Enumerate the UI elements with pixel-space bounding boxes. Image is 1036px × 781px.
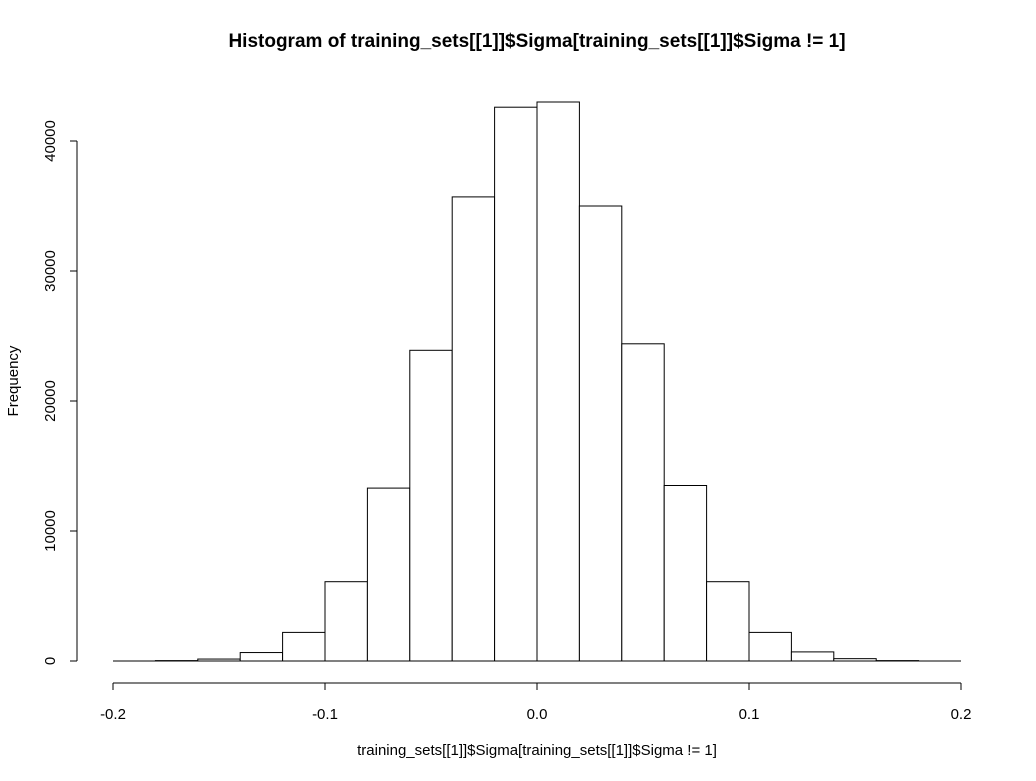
histogram-bar: [409, 349, 453, 662]
y-axis: 0 10000 20000 30000 40000: [42, 120, 78, 665]
histogram-bar: [239, 652, 284, 662]
histogram-bar: [451, 196, 496, 662]
histogram-bar: [663, 485, 708, 662]
x-axis: -0.2 -0.1 0.0 0.1 0.2: [100, 682, 972, 723]
histogram-bar: [706, 581, 750, 662]
x-tick-label: -0.1: [312, 706, 338, 723]
histogram-bar: [621, 343, 665, 662]
x-tick-label: 0.1: [739, 706, 760, 723]
y-tick-label: 30000: [42, 250, 59, 292]
histogram-bar: [748, 631, 792, 662]
histogram-bar: [494, 106, 538, 662]
x-tick-label: -0.2: [100, 706, 126, 723]
bars-group: [154, 101, 920, 662]
y-tick-label: 20000: [42, 380, 59, 422]
y-axis-label: Frequency: [5, 345, 22, 416]
x-tick-label: 0.2: [951, 706, 972, 723]
y-tick-label: 40000: [42, 120, 59, 162]
x-axis-label: training_sets[[1]]$Sigma[training_sets[[…: [357, 742, 717, 759]
histogram-bar: [578, 205, 623, 662]
x-tick-label: 0.0: [527, 706, 548, 723]
chart-title: Histogram of training_sets[[1]]$Sigma[tr…: [228, 31, 845, 52]
histogram-bar: [536, 101, 580, 662]
histogram-bar: [282, 631, 326, 662]
histogram-bar: [366, 487, 411, 662]
y-tick-label: 0: [42, 657, 59, 665]
y-tick-label: 10000: [42, 510, 59, 552]
histogram-bar: [790, 651, 835, 662]
histogram-bar: [324, 581, 368, 662]
